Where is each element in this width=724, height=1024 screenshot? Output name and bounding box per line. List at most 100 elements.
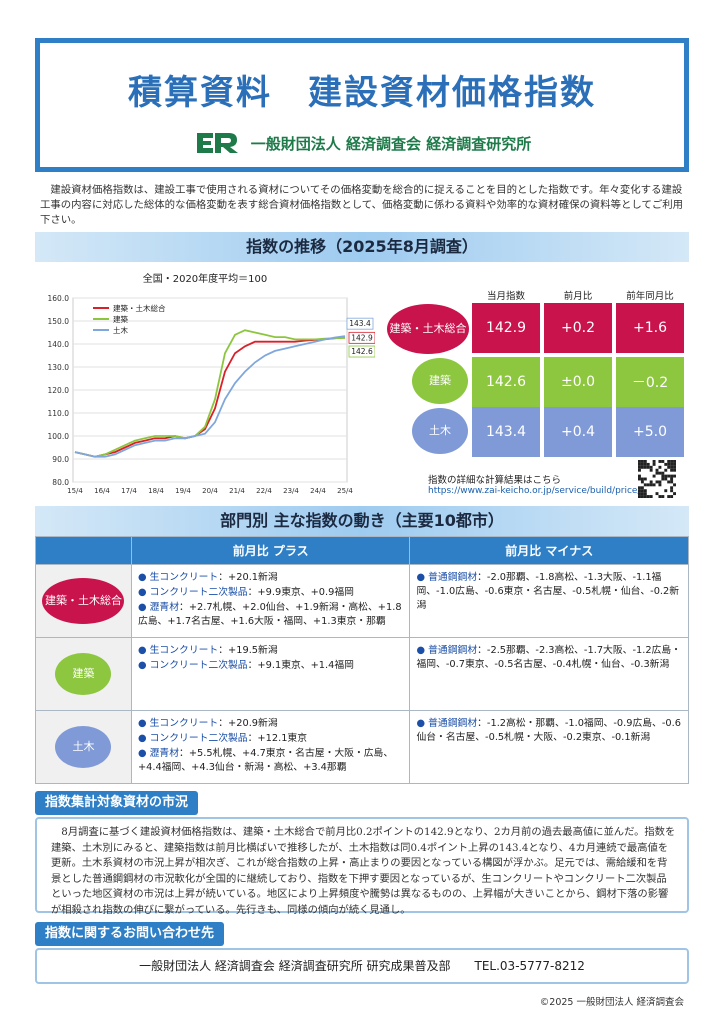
bullet-item-name: ● 生コンクリート bbox=[137, 572, 219, 583]
qr-module bbox=[638, 477, 641, 481]
section-table-header: 前月比 プラス 前月比 マイナス bbox=[35, 536, 689, 565]
qr-module bbox=[638, 495, 641, 498]
qr-module bbox=[673, 474, 676, 478]
qr-module bbox=[670, 465, 674, 469]
end-label-box bbox=[348, 331, 375, 344]
qr-module bbox=[655, 471, 659, 475]
bullet-item-name: ● コンクリート二次製品 bbox=[137, 733, 248, 744]
index-row-label: 土木 bbox=[412, 408, 468, 454]
qr-module bbox=[638, 465, 641, 469]
qr-module bbox=[643, 477, 647, 481]
qr-module bbox=[640, 495, 644, 498]
end-label-box bbox=[348, 345, 375, 358]
qr-module bbox=[640, 460, 644, 463]
qr-module bbox=[638, 468, 641, 472]
bullet-item-text: ：+20.9新潟 bbox=[218, 718, 278, 729]
qr-module bbox=[649, 495, 653, 498]
chart-svg: 80.0 90.0 100.0 110.0 120.0 130.0 140.0 150.0 16… bbox=[48, 294, 375, 495]
qr-module bbox=[667, 480, 671, 484]
section-row-label-cell: 土木 bbox=[35, 710, 132, 784]
legend-label: 土木 bbox=[113, 325, 128, 335]
qr-code-icon bbox=[638, 460, 676, 498]
x-tick-label: 19/4 bbox=[175, 487, 191, 495]
qr-module bbox=[646, 465, 650, 469]
qr-module bbox=[664, 489, 668, 493]
qr-module bbox=[646, 495, 650, 498]
bullet-item-text: ：-2.5那覇、-2.3高松、-1.7大阪、-1.2広島・福岡、-0.7東京、-… bbox=[416, 645, 681, 670]
chart-subtitle: 全国・2020年度平均＝100 bbox=[142, 274, 268, 285]
x-tick-label: 16/4 bbox=[94, 487, 110, 495]
qr-module bbox=[658, 483, 662, 487]
index-cell: ±0.0 bbox=[544, 357, 612, 407]
section-row-label-cell: 建築・土木総合 bbox=[35, 564, 132, 638]
qr-module bbox=[646, 462, 650, 466]
index-cell: +5.0 bbox=[616, 407, 684, 457]
section-plus-cell: ● 生コンクリート：+20.9新潟 ● コンクリート二次製品：+12.1東京 ● 瀝… bbox=[130, 710, 411, 784]
qr-module bbox=[638, 492, 641, 496]
qr-module bbox=[658, 460, 662, 463]
x-tick-label: 17/4 bbox=[121, 487, 137, 495]
index-cell: +0.4 bbox=[544, 407, 612, 457]
qr-module bbox=[643, 495, 647, 498]
section-entry: ● 生コンクリート：+19.5新潟 bbox=[138, 644, 404, 658]
qr-module bbox=[640, 480, 644, 484]
qr-module bbox=[643, 492, 647, 496]
qr-module bbox=[649, 480, 653, 484]
x-tick-label: 18/4 bbox=[148, 487, 164, 495]
empty-header bbox=[35, 536, 132, 565]
x-tick-label: 15/4 bbox=[67, 487, 83, 495]
copyright: ©2025 一般財団法人 経済調査会 bbox=[539, 997, 684, 1008]
section-entry: ● 生コンクリート：+20.1新潟 bbox=[138, 571, 404, 585]
qr-module bbox=[667, 465, 671, 469]
qr-module bbox=[670, 489, 674, 493]
section-entry: ● コンクリート二次製品：+12.1東京 bbox=[138, 732, 404, 746]
qr-module bbox=[661, 474, 665, 478]
qr-module bbox=[655, 480, 659, 484]
y-tick-label: 130.0 bbox=[48, 363, 70, 372]
qr-module bbox=[646, 483, 650, 487]
y-tick-label: 80.0 bbox=[52, 478, 69, 487]
qr-module bbox=[670, 495, 674, 498]
x-tick-label: 25/4 bbox=[337, 487, 353, 495]
series-line-0 bbox=[74, 336, 346, 458]
qr-module bbox=[673, 468, 676, 472]
index-col-header: 前年同月比 bbox=[626, 291, 674, 302]
qr-module bbox=[655, 468, 659, 472]
end-label: 142.6 bbox=[351, 347, 373, 356]
qr-module bbox=[658, 480, 662, 484]
section-minus-cell: ● 普通鋼鋼材：-2.0那覇、-1.8高松、-1.3大阪、-1.1福岡、-1.0… bbox=[409, 564, 689, 638]
index-cell: +0.2 bbox=[544, 303, 612, 353]
qr-module bbox=[652, 483, 656, 487]
bullet-item-name: ● 普通鋼鋼材 bbox=[416, 572, 478, 583]
bullet-item-text: ：+5.5札幌、+4.7東京・名古屋・大阪・広島、+4.4福岡、+4.3仙台・新… bbox=[137, 748, 394, 773]
col-minus-header: 前月比 マイナス bbox=[409, 536, 689, 565]
qr-module bbox=[652, 460, 656, 463]
qr-module bbox=[638, 474, 641, 478]
qr-module bbox=[643, 465, 647, 469]
qr-module bbox=[661, 477, 665, 481]
bullet-item-text: ：+19.5新潟 bbox=[218, 645, 278, 656]
section1-title: 指数の推移（2025年8月調査） bbox=[35, 232, 689, 262]
section-entry: ● 普通鋼鋼材：-2.0那覇、-1.8高松、-1.3大阪、-1.1福岡、-1.0… bbox=[416, 571, 682, 613]
section-table-body: 建築・土木総合 ● 生コンクリート：+20.1新潟 ● コンクリート二次製品：+9.… bbox=[35, 564, 689, 784]
section-entry: ● 生コンクリート：+20.9新潟 bbox=[138, 717, 404, 731]
index-cell: 143.4 bbox=[472, 407, 540, 457]
qr-module bbox=[661, 460, 665, 463]
qr-module bbox=[643, 489, 647, 493]
org-line: 一般財団法人 経済調査会 経済調査研究所 bbox=[40, 129, 684, 157]
col-plus-header: 前月比 プラス bbox=[130, 536, 411, 565]
qr-module bbox=[673, 483, 676, 487]
section-plus-cell: ● 生コンクリート：+19.5新潟 ● コンクリート二次製品：+9.1東京、+1.… bbox=[130, 637, 411, 711]
detail-link[interactable]: https://www.zai-keicho.or.jp/service/bui… bbox=[428, 486, 641, 496]
qr-module bbox=[655, 492, 659, 496]
qr-module bbox=[649, 483, 653, 487]
bullet-item-name: ● 瀝青材 bbox=[137, 602, 180, 613]
qr-module bbox=[673, 492, 676, 496]
qr-module bbox=[661, 495, 665, 498]
section-plus-cell: ● 生コンクリート：+20.1新潟 ● コンクリート二次製品：+9.9東京、+0.… bbox=[130, 564, 411, 638]
qr-module bbox=[652, 462, 656, 466]
qr-module bbox=[670, 468, 674, 472]
end-label: 142.9 bbox=[351, 333, 373, 342]
qr-module bbox=[670, 480, 674, 484]
section-entry: ● コンクリート二次製品：+9.9東京、+0.9福岡 bbox=[138, 586, 404, 600]
